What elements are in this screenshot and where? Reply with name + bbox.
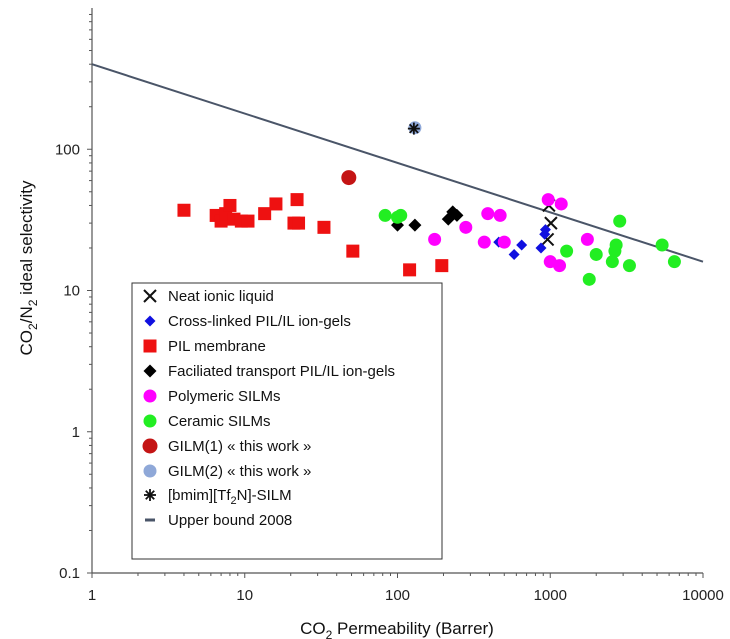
point-series-1 <box>508 248 520 260</box>
point-series-5 <box>560 244 574 258</box>
point-series-5 <box>655 238 669 252</box>
point-series-8 <box>407 122 420 135</box>
point-series-1 <box>535 242 547 254</box>
y-tick-label: 100 <box>55 141 80 158</box>
y-tick-label: 1 <box>72 424 80 441</box>
legend-label-0: Neat ionic liquid <box>168 288 274 305</box>
y-axis-title: CO2/N2 ideal selectivity <box>17 180 40 355</box>
x-tick-label: 10000 <box>682 587 724 604</box>
legend-label-1: Cross-linked PIL/IL ion-gels <box>168 313 351 330</box>
point-series-4 <box>481 207 495 221</box>
point-series-5 <box>622 259 636 273</box>
point-series-2 <box>317 220 331 234</box>
x-tick-label: 1000 <box>534 587 567 604</box>
x-axis-title: CO2 Permeability (Barrer) <box>300 619 494 639</box>
x-tick-label: 100 <box>385 587 410 604</box>
legend-marker-2 <box>143 339 157 353</box>
point-series-4 <box>541 193 555 207</box>
point-series-2 <box>346 244 360 258</box>
point-series-5 <box>589 247 603 261</box>
x-tick-label: 10 <box>236 587 253 604</box>
legend-label-3: Faciliated transport PIL/IL ion-gels <box>168 363 395 380</box>
upper-bound-2008-line <box>91 63 704 263</box>
x-tick-label: 1 <box>88 587 96 604</box>
point-series-4 <box>459 220 473 234</box>
legend-label-9: Upper bound 2008 <box>168 512 292 529</box>
point-series-4 <box>553 259 567 273</box>
point-series-4 <box>497 235 511 249</box>
axes <box>87 8 704 578</box>
point-series-4 <box>580 232 594 246</box>
data-points <box>177 121 681 286</box>
legend: Neat ionic liquid Cross-linked PIL/IL ion… <box>131 282 443 560</box>
legend-marker-1 <box>144 315 156 327</box>
point-series-5 <box>582 272 596 286</box>
y-tick-label: 0.1 <box>59 565 80 582</box>
point-series-4 <box>477 235 491 249</box>
point-series-6 <box>341 170 357 186</box>
point-series-2 <box>258 207 272 221</box>
upper-bound-line <box>91 63 704 263</box>
legend-label-7: GILM(2) « this work » <box>168 463 311 480</box>
point-series-1 <box>539 224 551 236</box>
legend-marker-7 <box>143 464 157 478</box>
legend-box <box>131 282 443 560</box>
legend-label-4: Polymeric SILMs <box>168 388 281 405</box>
point-series-4 <box>554 197 568 211</box>
point-series-5 <box>609 238 623 252</box>
point-series-2 <box>223 198 237 212</box>
legend-label-6: GILM(1) « this work » <box>168 438 311 455</box>
point-series-2 <box>403 263 417 277</box>
point-series-1 <box>516 239 528 251</box>
point-series-2 <box>435 259 449 273</box>
point-series-2 <box>290 193 304 207</box>
point-series-4 <box>493 208 507 222</box>
point-series-2 <box>241 214 255 228</box>
legend-label-2: PIL membrane <box>168 338 266 355</box>
point-series-5 <box>378 208 392 222</box>
point-series-4 <box>428 232 442 246</box>
point-series-5 <box>613 214 627 228</box>
point-series-2 <box>177 203 191 217</box>
point-series-3 <box>450 208 464 222</box>
legend-marker-6 <box>142 438 158 454</box>
point-series-5 <box>667 255 681 269</box>
legend-marker-4 <box>143 389 157 403</box>
point-series-5 <box>605 255 619 269</box>
point-series-3 <box>408 218 422 232</box>
point-series-2 <box>292 216 306 230</box>
legend-marker-5 <box>143 414 157 428</box>
point-series-5 <box>394 208 408 222</box>
tick-labels: 1 10 100 1000 10000 0.1 1 10 100 <box>55 141 724 604</box>
legend-marker-3 <box>143 364 157 378</box>
legend-label-8: [bmim][Tf2N]-SILM <box>168 487 292 507</box>
point-series-2 <box>269 197 283 211</box>
y-tick-label: 10 <box>63 283 80 300</box>
legend-label-5: Ceramic SILMs <box>168 413 271 430</box>
legend-marker-8 <box>144 489 156 501</box>
legend-marker-0 <box>143 289 157 303</box>
